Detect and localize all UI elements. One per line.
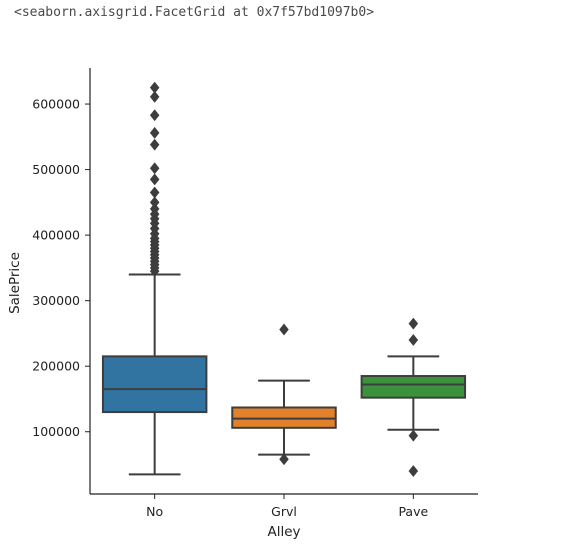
outlier-point [408,333,419,347]
y-tick-label: 600000 [32,97,80,112]
y-tick-label: 200000 [32,359,80,374]
outlier-point [149,186,160,199]
y-tick-label: 100000 [32,424,80,439]
outlier-point [149,202,160,215]
outlier-point [149,138,160,151]
x-tick-label: No [146,504,163,519]
outlier-point [149,90,160,103]
boxes-layer [101,81,467,478]
outlier-point [149,126,160,139]
outlier-point [279,453,289,466]
y-tick-label: 500000 [32,162,80,177]
box-group-no [101,81,208,476]
y-tick-label: 400000 [32,228,80,243]
box-group-grvl [231,323,337,466]
x-tick-label: Pave [398,504,428,519]
outlier-point [149,196,160,209]
y-tick-label: 300000 [32,293,80,308]
outlier-point [149,173,160,186]
outlier-point [408,465,419,478]
box-iqr [101,355,208,414]
output-repr-text: <seaborn.axisgrid.FacetGrid at 0x7f57bd1… [14,5,375,20]
outlier-point [408,317,419,330]
outlier-point [149,109,160,122]
y-axis-label: SalePrice [7,252,23,314]
x-axis-label: Alley [267,524,300,540]
outlier-point [408,429,419,442]
outlier-point [149,81,160,94]
outlier-point [279,323,289,336]
box-group-pave [360,317,467,478]
x-tick-label: Grvl [271,504,297,519]
box-iqr [360,375,467,399]
axes-layer: 100000 200000 300000 400000 500000 600000 No Gr… [32,68,478,519]
outlier-point [149,162,160,175]
